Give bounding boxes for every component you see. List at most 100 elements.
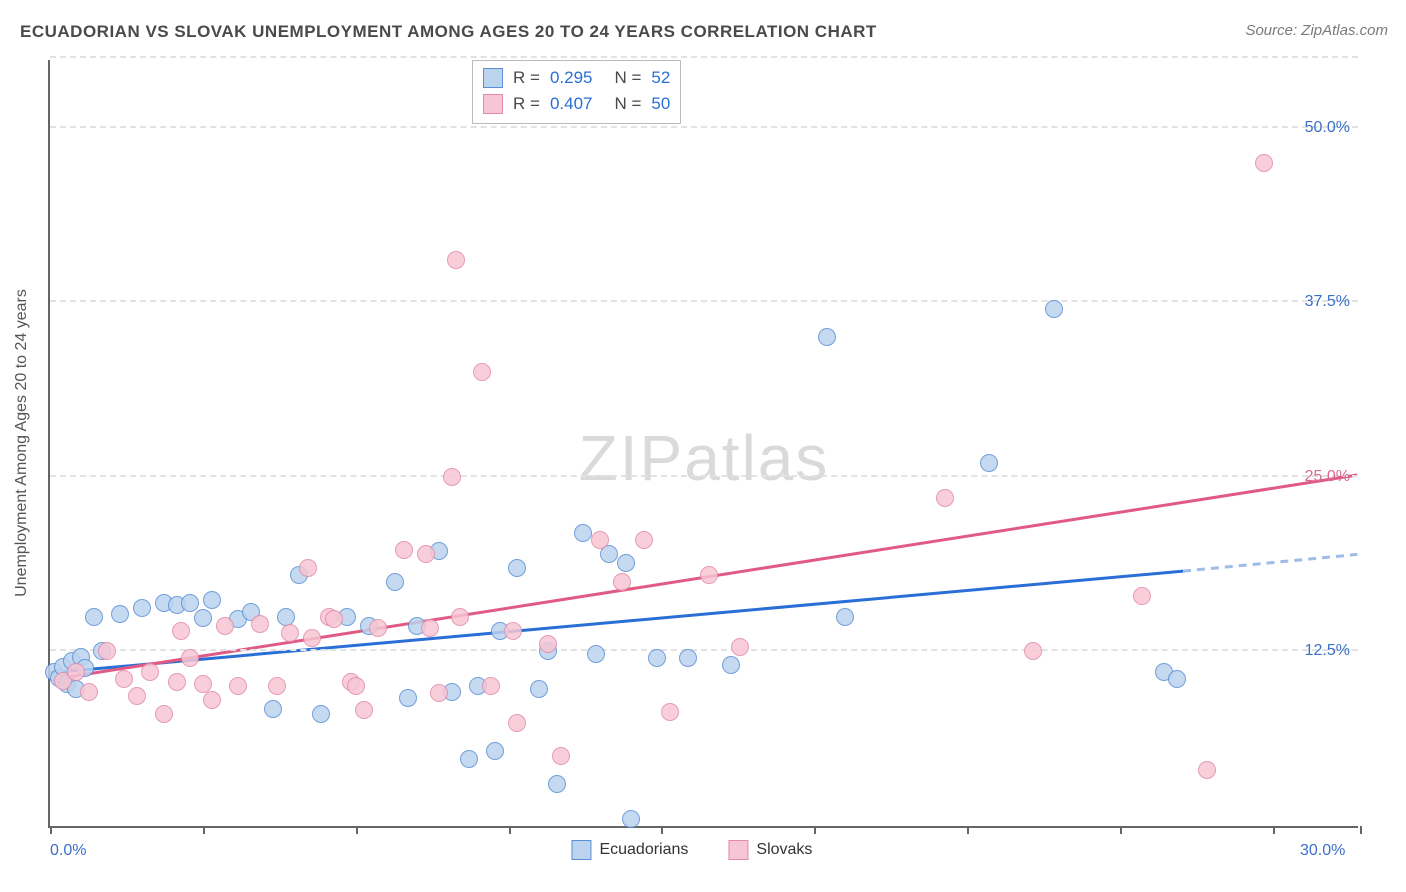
legend-label: Ecuadorians	[599, 841, 688, 859]
scatter-point	[648, 649, 666, 667]
x-tick	[356, 826, 358, 834]
plot-area: ZIPatlas Unemployment Among Ages 20 to 2…	[48, 60, 1358, 828]
scatter-point	[251, 615, 269, 633]
y-axis-title: Unemployment Among Ages 20 to 24 years	[13, 289, 31, 597]
scatter-point	[591, 531, 609, 549]
scatter-point	[1024, 642, 1042, 660]
legend-label: Slovaks	[756, 841, 812, 859]
scatter-point	[133, 599, 151, 617]
scatter-point	[111, 605, 129, 623]
x-tick	[1360, 826, 1362, 834]
scatter-point	[264, 700, 282, 718]
source-label: Source: ZipAtlas.com	[1245, 22, 1388, 39]
scatter-point	[587, 645, 605, 663]
scatter-point	[395, 541, 413, 559]
series-legend: Ecuadorians Slovaks	[571, 840, 812, 860]
scatter-point	[203, 691, 221, 709]
trend-lines-layer	[50, 60, 1358, 826]
chart-title: ECUADORIAN VS SLOVAK UNEMPLOYMENT AMONG …	[20, 22, 877, 42]
x-tick	[1120, 826, 1122, 834]
legend-swatch	[571, 840, 591, 860]
stats-n-value: 50	[651, 94, 670, 114]
x-tick	[509, 826, 511, 834]
scatter-point	[530, 680, 548, 698]
stats-r-label: R =	[513, 68, 540, 88]
scatter-point	[635, 531, 653, 549]
grid-line	[50, 300, 1358, 302]
scatter-point	[613, 573, 631, 591]
x-tick	[967, 826, 969, 834]
stats-legend-box: R =0.295N =52R =0.407N =50	[472, 60, 681, 124]
grid-line	[50, 56, 1358, 58]
scatter-point	[281, 624, 299, 642]
scatter-point	[722, 656, 740, 674]
scatter-point	[115, 670, 133, 688]
stats-r-value: 0.295	[550, 68, 593, 88]
scatter-point	[98, 642, 116, 660]
scatter-point	[552, 747, 570, 765]
scatter-point	[473, 363, 491, 381]
grid-line	[50, 649, 1358, 651]
x-tick	[50, 826, 52, 834]
scatter-point	[451, 608, 469, 626]
y-tick-label: 12.5%	[1305, 642, 1350, 660]
scatter-point	[980, 454, 998, 472]
scatter-point	[731, 638, 749, 656]
scatter-point	[622, 810, 640, 828]
scatter-point	[355, 701, 373, 719]
y-tick-label: 25.0%	[1305, 468, 1350, 486]
scatter-point	[818, 328, 836, 346]
scatter-point	[369, 619, 387, 637]
scatter-point	[347, 677, 365, 695]
watermark: ZIPatlas	[579, 421, 830, 495]
x-tick-label: 30.0%	[1300, 842, 1345, 860]
scatter-point	[1045, 300, 1063, 318]
legend-item: Ecuadorians	[571, 840, 688, 860]
grid-line	[50, 475, 1358, 477]
scatter-point	[128, 687, 146, 705]
legend-swatch	[483, 68, 503, 88]
legend-item: Slovaks	[728, 840, 812, 860]
scatter-point	[508, 559, 526, 577]
scatter-point	[836, 608, 854, 626]
scatter-point	[386, 573, 404, 591]
scatter-point	[700, 566, 718, 584]
scatter-point	[172, 622, 190, 640]
stats-r-value: 0.407	[550, 94, 593, 114]
scatter-point	[430, 684, 448, 702]
scatter-point	[67, 663, 85, 681]
stats-n-label: N =	[614, 94, 641, 114]
scatter-point	[1198, 761, 1216, 779]
scatter-point	[1168, 670, 1186, 688]
scatter-point	[482, 677, 500, 695]
x-tick	[203, 826, 205, 834]
scatter-point	[168, 673, 186, 691]
scatter-point	[417, 545, 435, 563]
scatter-point	[617, 554, 635, 572]
trend-line	[1183, 554, 1357, 571]
x-tick	[814, 826, 816, 834]
stats-r-label: R =	[513, 94, 540, 114]
stats-row: R = 0.407 N = 50	[483, 91, 670, 117]
scatter-point	[443, 468, 461, 486]
scatter-point	[325, 610, 343, 628]
scatter-point	[460, 750, 478, 768]
scatter-point	[539, 635, 557, 653]
scatter-point	[268, 677, 286, 695]
scatter-point	[194, 609, 212, 627]
legend-swatch	[728, 840, 748, 860]
scatter-point	[277, 608, 295, 626]
scatter-point	[181, 594, 199, 612]
scatter-point	[508, 714, 526, 732]
scatter-point	[203, 591, 221, 609]
scatter-point	[1133, 587, 1151, 605]
scatter-point	[141, 663, 159, 681]
scatter-point	[486, 742, 504, 760]
stats-n-label: N =	[614, 68, 641, 88]
grid-line	[50, 126, 1358, 128]
scatter-point	[661, 703, 679, 721]
scatter-point	[936, 489, 954, 507]
legend-swatch	[483, 94, 503, 114]
scatter-point	[679, 649, 697, 667]
scatter-point	[1255, 154, 1273, 172]
